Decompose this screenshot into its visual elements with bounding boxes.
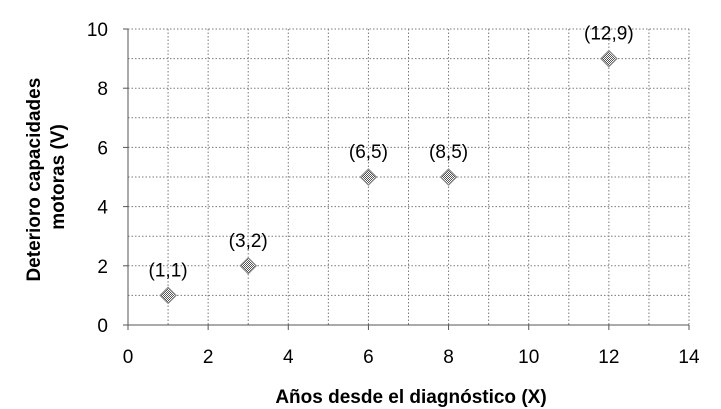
data-point-label: (1,1) — [149, 260, 188, 281]
y-axis-title: Deterioro capacidades motoras (V) — [24, 72, 69, 281]
data-point-label: (6,5) — [349, 142, 388, 163]
x-tick-label: 6 — [363, 347, 374, 368]
point-labels: (1,1) (3,2) (6,5) (8,5) (12,9) — [149, 24, 634, 282]
x-tick-label: 10 — [518, 347, 539, 368]
data-point-label: (3,2) — [229, 231, 268, 252]
y-tick-label: 10 — [87, 20, 108, 41]
data-point-marker — [439, 168, 458, 186]
axes — [123, 28, 690, 330]
y-tick-label: 6 — [97, 138, 108, 159]
data-point-marker — [159, 286, 177, 305]
x-tick-label: 14 — [678, 347, 700, 368]
y-tick-label: 0 — [97, 316, 108, 337]
data-point-marker — [239, 256, 258, 275]
data-point-marker — [359, 168, 378, 186]
data-point-label: (12,9) — [584, 24, 634, 45]
x-axis-title: Años desde el diagnóstico (X) — [275, 387, 546, 408]
x-tick-label: 4 — [283, 347, 294, 368]
y-axis-title-line-2: motoras (V) — [48, 124, 69, 230]
x-tick-label: 2 — [203, 347, 214, 368]
x-tick-label: 12 — [598, 347, 619, 368]
grid — [128, 28, 690, 325]
x-tick-label: 8 — [443, 347, 454, 368]
y-axis-title-line-1: Deterioro capacidades — [24, 78, 45, 282]
data-point-label: (8,5) — [429, 142, 468, 163]
y-tick-labels: 0 2 4 6 8 10 — [87, 20, 109, 337]
y-tick-label: 2 — [97, 257, 108, 278]
data-points — [159, 49, 618, 305]
x-tick-labels: 0 2 4 6 8 10 12 14 — [123, 347, 700, 368]
y-tick-label: 8 — [97, 79, 108, 100]
y-tick-label: 4 — [97, 198, 108, 219]
x-tick-label: 0 — [123, 347, 134, 368]
data-point-marker — [600, 49, 618, 68]
